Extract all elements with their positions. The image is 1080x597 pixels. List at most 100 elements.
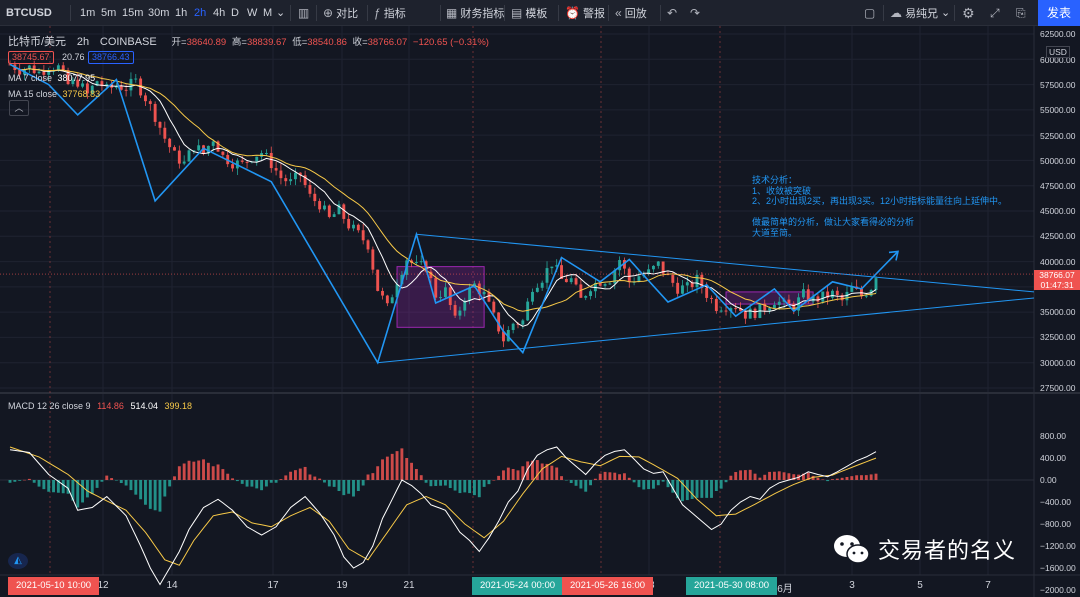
ma7-legend[interactable]: MA 7 close 38077.95 — [8, 73, 96, 83]
candle-body — [787, 299, 791, 304]
interval-m[interactable]: M — [263, 7, 273, 19]
price-tick: 50000.00 — [1040, 156, 1076, 166]
candle-body — [318, 201, 322, 210]
candle-body — [206, 145, 210, 154]
interval-30m[interactable]: 30m — [148, 7, 170, 19]
macd-histogram-bar — [516, 470, 520, 480]
candle-body — [429, 271, 433, 279]
toolbar-divider — [290, 5, 291, 21]
candle-body — [511, 323, 515, 330]
symbol-search[interactable]: BTCUSD — [6, 7, 52, 19]
macd-histogram-bar — [206, 462, 210, 480]
compare-button[interactable]: ⊕ 对比 — [323, 0, 358, 26]
alert-button[interactable]: ⏰ 警报 — [565, 0, 605, 26]
candle-body — [579, 284, 583, 298]
interval-4h[interactable]: 4h — [213, 7, 226, 19]
macd-histogram-bar — [521, 466, 525, 480]
candle-body — [293, 172, 297, 180]
chevron-down-icon[interactable]: ⌄ — [276, 7, 286, 19]
macd-tick: −1200.00 — [1040, 541, 1076, 551]
publish-button[interactable]: 发表 — [1038, 0, 1080, 26]
candle-body — [864, 295, 868, 297]
interval-5m[interactable]: 5m — [101, 7, 117, 19]
candle-body — [221, 151, 225, 155]
macd-histogram-bar — [42, 480, 46, 490]
candle-body — [521, 320, 525, 325]
ma7-line — [9, 64, 877, 327]
macd-histogram-bar — [158, 480, 162, 512]
macd-histogram-bar — [27, 478, 31, 480]
candle-body — [719, 310, 723, 312]
undo-icon[interactable]: ↶ — [667, 6, 678, 20]
currency-label[interactable]: USD — [1046, 46, 1070, 58]
candle-body — [477, 283, 481, 295]
macd-legend[interactable]: MACD 12 26 close 9 114.86 514.04 399.18 — [8, 401, 193, 411]
macd-histogram-bar — [642, 480, 646, 490]
save-layout-button[interactable]: ☁ 易纯兄 — [890, 0, 938, 26]
indicators-button[interactable]: ƒ 指标 — [374, 0, 406, 26]
macd-histogram-bar — [468, 480, 472, 494]
macd-histogram-bar — [323, 480, 326, 483]
interval-1h[interactable]: 1h — [175, 7, 188, 19]
chart-canvas[interactable] — [0, 26, 1080, 597]
macd-histogram-bar — [748, 469, 752, 480]
macd-histogram-bar — [100, 480, 104, 482]
macd-histogram-bar — [293, 470, 297, 480]
last-price-label: 38766.07 — [1034, 270, 1080, 280]
candle-body — [342, 204, 346, 219]
macd-histogram-bar — [303, 466, 307, 480]
candle-body — [777, 301, 781, 305]
macd-histogram-bar — [540, 463, 544, 480]
toolbar-divider — [608, 5, 609, 21]
gear-icon[interactable]: ⚙ — [962, 5, 975, 21]
macd-histogram-bar — [569, 480, 573, 484]
macd-histogram-bar — [564, 480, 568, 481]
camera-icon[interactable]: ⎘ — [1016, 6, 1026, 20]
ma15-legend[interactable]: MA 15 close 37768.83 — [8, 89, 101, 99]
analysis-annotation[interactable]: 技术分析： 1、收敛被突破 2、2小时出现2买，再出现3买。12小时指标能量往向… — [752, 175, 1008, 238]
templates-button[interactable]: ▤ 模板 — [511, 0, 547, 26]
macd-tick: −1600.00 — [1040, 563, 1076, 573]
macd-histogram-bar — [90, 480, 94, 495]
interval-w[interactable]: W — [247, 7, 258, 19]
macd-histogram-bar — [777, 471, 781, 480]
interval-15m[interactable]: 15m — [122, 7, 144, 19]
candle-body — [419, 261, 423, 263]
replay-button[interactable]: « 回放 — [615, 0, 647, 26]
macd-histogram-bar — [245, 480, 249, 487]
financials-button[interactable]: ▦ 财务指标 — [446, 0, 504, 26]
candle-body — [792, 303, 796, 311]
candle-body — [323, 205, 326, 210]
fullscreen-square-icon[interactable]: ▢ — [864, 6, 876, 20]
price-tick: 32500.00 — [1040, 332, 1076, 342]
chevron-down-icon[interactable]: ⌄ — [941, 7, 951, 19]
candle-body — [27, 65, 31, 70]
macd-histogram-bar — [23, 479, 26, 481]
candle-body — [264, 152, 268, 154]
candle-body — [255, 156, 259, 162]
interval-d[interactable]: D — [231, 7, 239, 19]
buy-price-button[interactable]: 38766.43 — [88, 51, 134, 64]
time-label: 19 — [336, 580, 348, 591]
collapse-legend-icon[interactable]: ︿ — [9, 100, 29, 116]
macd-histogram-bar — [840, 477, 844, 480]
candle-body — [743, 310, 747, 319]
candle-body — [216, 141, 220, 152]
candle-body — [598, 282, 602, 286]
candles-style-icon[interactable]: ▥ — [298, 6, 310, 20]
ma15-line — [9, 64, 877, 312]
macd-histogram-bar — [221, 469, 225, 480]
interval-2h[interactable]: 2h — [194, 7, 207, 19]
tradingview-logo-icon[interactable]: ◭ — [8, 553, 28, 569]
macd-histogram-bar — [376, 466, 380, 480]
candle-body — [332, 214, 336, 217]
time-label: 17 — [267, 580, 279, 591]
candle-body — [381, 290, 384, 296]
interval-1m[interactable]: 1m — [80, 7, 96, 19]
macd-histogram-bar — [114, 480, 118, 481]
macd-histogram-bar — [681, 480, 684, 502]
macd-histogram-bar — [497, 475, 501, 480]
sell-price-button[interactable]: 38745.67 — [8, 51, 54, 64]
expand-icon[interactable]: ⤢ — [990, 6, 1000, 20]
redo-icon[interactable]: ↷ — [690, 6, 701, 20]
